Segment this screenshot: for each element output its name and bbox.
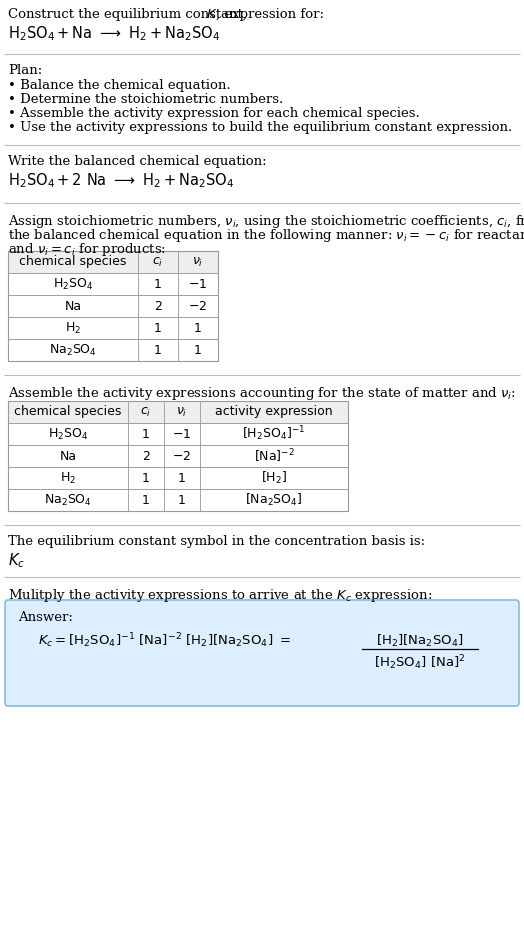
Bar bbox=[8, 467, 348, 489]
Text: The equilibrium constant symbol in the concentration basis is:: The equilibrium constant symbol in the c… bbox=[8, 535, 425, 548]
Text: 1: 1 bbox=[178, 494, 186, 507]
Bar bbox=[8, 339, 218, 361]
Text: $c_i$: $c_i$ bbox=[152, 256, 163, 268]
Text: Construct the equilibrium constant,: Construct the equilibrium constant, bbox=[8, 8, 251, 21]
Text: 1: 1 bbox=[142, 428, 150, 440]
Text: activity expression: activity expression bbox=[215, 405, 333, 418]
Text: $K$: $K$ bbox=[206, 8, 217, 21]
Text: Mulitply the activity expressions to arrive at the $K_c$ expression:: Mulitply the activity expressions to arr… bbox=[8, 587, 432, 604]
Text: • Assemble the activity expression for each chemical species.: • Assemble the activity expression for e… bbox=[8, 107, 420, 120]
Text: $\mathrm{H_2SO_4}$: $\mathrm{H_2SO_4}$ bbox=[48, 426, 88, 441]
Text: $[\mathrm{Na_2SO_4}]$: $[\mathrm{Na_2SO_4}]$ bbox=[245, 492, 303, 508]
Text: chemical species: chemical species bbox=[19, 256, 127, 268]
Text: Write the balanced chemical equation:: Write the balanced chemical equation: bbox=[8, 155, 267, 168]
Text: Na: Na bbox=[59, 450, 77, 462]
Text: chemical species: chemical species bbox=[14, 405, 122, 418]
Text: $-1$: $-1$ bbox=[172, 428, 192, 440]
Text: $\mathrm{H_2}$: $\mathrm{H_2}$ bbox=[65, 320, 81, 336]
Bar bbox=[8, 445, 348, 467]
Text: $\nu_i$: $\nu_i$ bbox=[176, 405, 188, 418]
Text: $-1$: $-1$ bbox=[189, 278, 208, 290]
Text: $\mathrm{H_2}$: $\mathrm{H_2}$ bbox=[60, 471, 76, 486]
Text: • Balance the chemical equation.: • Balance the chemical equation. bbox=[8, 79, 231, 92]
Text: • Use the activity expressions to build the equilibrium constant expression.: • Use the activity expressions to build … bbox=[8, 121, 512, 134]
Text: 1: 1 bbox=[142, 494, 150, 507]
Text: $\mathrm{H_2SO_4 + Na \ \longrightarrow \ H_2 + Na_2SO_4}$: $\mathrm{H_2SO_4 + Na \ \longrightarrow … bbox=[8, 24, 220, 43]
Text: 1: 1 bbox=[194, 343, 202, 357]
Text: $[\mathrm{H_2}][\mathrm{Na_2SO_4}]$: $[\mathrm{H_2}][\mathrm{Na_2SO_4}]$ bbox=[376, 633, 464, 650]
Text: 1: 1 bbox=[154, 321, 162, 335]
Bar bbox=[8, 401, 348, 511]
Text: $[\mathrm{H_2SO_4}]\ [\mathrm{Na}]^2$: $[\mathrm{H_2SO_4}]\ [\mathrm{Na}]^2$ bbox=[374, 653, 466, 671]
Bar bbox=[8, 317, 218, 339]
Text: , expression for:: , expression for: bbox=[216, 8, 324, 21]
Text: Assign stoichiometric numbers, $\nu_i$, using the stoichiometric coefficients, $: Assign stoichiometric numbers, $\nu_i$, … bbox=[8, 213, 524, 230]
Text: $K_c = [\mathrm{H_2SO_4}]^{-1}\ [\mathrm{Na}]^{-2}\ [\mathrm{H_2}][\mathrm{Na_2S: $K_c = [\mathrm{H_2SO_4}]^{-1}\ [\mathrm… bbox=[38, 631, 291, 650]
Text: Assemble the activity expressions accounting for the state of matter and $\nu_i$: Assemble the activity expressions accoun… bbox=[8, 385, 516, 402]
Text: 1: 1 bbox=[154, 278, 162, 290]
Text: 1: 1 bbox=[154, 343, 162, 357]
Text: $K_c$: $K_c$ bbox=[8, 551, 25, 570]
Text: $\mathrm{Na_2SO_4}$: $\mathrm{Na_2SO_4}$ bbox=[49, 342, 97, 358]
Text: 1: 1 bbox=[178, 472, 186, 484]
Text: Plan:: Plan: bbox=[8, 64, 42, 77]
Text: 2: 2 bbox=[154, 300, 162, 313]
Text: $[\mathrm{H_2}]$: $[\mathrm{H_2}]$ bbox=[261, 470, 287, 486]
Bar bbox=[8, 251, 218, 273]
Text: 1: 1 bbox=[194, 321, 202, 335]
Bar bbox=[8, 273, 218, 295]
Text: $\mathrm{H_2SO_4 + 2\ Na \ \longrightarrow \ H_2 + Na_2SO_4}$: $\mathrm{H_2SO_4 + 2\ Na \ \longrightarr… bbox=[8, 171, 234, 189]
Text: Na: Na bbox=[64, 300, 82, 313]
Text: and $\nu_i = c_i$ for products:: and $\nu_i = c_i$ for products: bbox=[8, 241, 166, 258]
Text: • Determine the stoichiometric numbers.: • Determine the stoichiometric numbers. bbox=[8, 93, 283, 106]
Text: $-2$: $-2$ bbox=[172, 450, 192, 462]
Text: $-2$: $-2$ bbox=[189, 300, 208, 313]
Bar bbox=[8, 401, 348, 423]
Bar bbox=[8, 423, 348, 445]
Text: $c_i$: $c_i$ bbox=[140, 405, 151, 418]
Text: 2: 2 bbox=[142, 450, 150, 462]
Text: 1: 1 bbox=[142, 472, 150, 484]
Text: $[\mathrm{H_2SO_4}]^{-1}$: $[\mathrm{H_2SO_4}]^{-1}$ bbox=[243, 425, 305, 443]
Text: Answer:: Answer: bbox=[18, 611, 73, 624]
Text: the balanced chemical equation in the following manner: $\nu_i = -c_i$ for react: the balanced chemical equation in the fo… bbox=[8, 227, 524, 244]
Text: $\mathrm{H_2SO_4}$: $\mathrm{H_2SO_4}$ bbox=[53, 277, 93, 292]
Bar bbox=[8, 489, 348, 511]
FancyBboxPatch shape bbox=[5, 600, 519, 706]
Text: $[\mathrm{Na}]^{-2}$: $[\mathrm{Na}]^{-2}$ bbox=[254, 447, 294, 465]
Text: $\nu_i$: $\nu_i$ bbox=[192, 256, 204, 268]
Bar bbox=[8, 295, 218, 317]
Text: $\mathrm{Na_2SO_4}$: $\mathrm{Na_2SO_4}$ bbox=[44, 493, 92, 508]
Bar bbox=[8, 251, 218, 361]
